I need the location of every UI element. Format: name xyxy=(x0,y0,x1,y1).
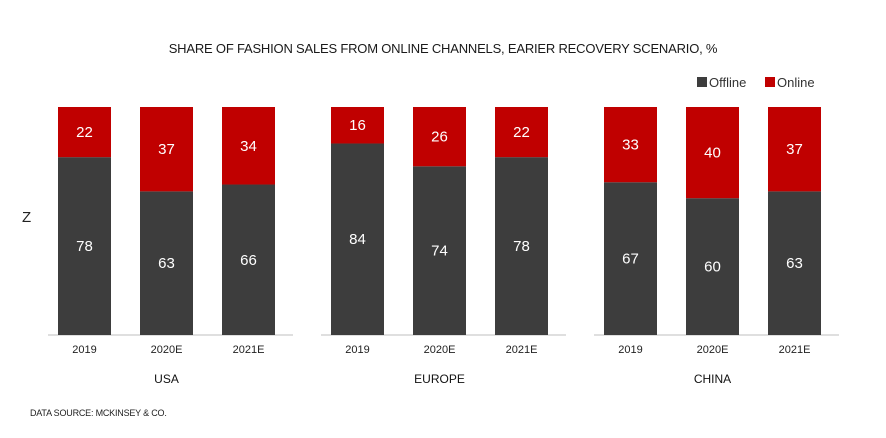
bar-europe-2020e-online xyxy=(413,107,466,167)
data-label-usa-2020e-online: 37 xyxy=(158,141,175,158)
bar-china-2019-online xyxy=(604,107,657,183)
bar-china-2021e-offline xyxy=(768,191,821,335)
tick-label-usa-2020e: 2020E xyxy=(151,344,183,356)
group-label-usa: USA xyxy=(154,372,179,386)
data-label-usa-2021e-offline: 66 xyxy=(240,252,257,269)
data-label-usa-2019-online: 22 xyxy=(76,124,93,141)
bar-usa-2020e-offline xyxy=(140,191,193,335)
side-label: Z xyxy=(22,209,31,226)
data-label-china-2021e-offline: 63 xyxy=(786,255,803,272)
data-label-usa-2020e-offline: 63 xyxy=(158,255,175,272)
legend-label-online: Online xyxy=(777,75,815,90)
tick-label-usa-2019: 2019 xyxy=(72,344,96,356)
bar-usa-2019-online xyxy=(58,107,111,158)
data-label-china-2020e-offline: 60 xyxy=(704,259,721,276)
data-label-europe-2020e-online: 26 xyxy=(431,129,448,146)
data-label-europe-2020e-offline: 74 xyxy=(431,243,448,260)
data-label-china-2020e-online: 40 xyxy=(704,145,721,162)
bar-europe-2021e-offline xyxy=(495,157,548,335)
data-label-china-2019-offline: 67 xyxy=(622,251,639,268)
data-label-china-2021e-online: 37 xyxy=(786,141,803,158)
plot-area: 78 22 2019 63 37 2020E 66 34 2021E USA 84 16 2019 74 2… xyxy=(48,107,839,386)
legend-swatch-online xyxy=(765,77,775,87)
group-label-europe: EUROPE xyxy=(414,372,465,386)
data-label-china-2019-online: 33 xyxy=(622,137,639,154)
tick-label-china-2020e: 2020E xyxy=(697,344,729,356)
data-label-europe-2021e-offline: 78 xyxy=(513,238,530,255)
data-label-europe-2019-offline: 84 xyxy=(349,231,366,248)
bar-europe-2019-offline xyxy=(331,143,384,335)
tick-label-europe-2021e: 2021E xyxy=(506,344,538,356)
tick-label-usa-2021e: 2021E xyxy=(233,344,265,356)
data-label-usa-2021e-online: 34 xyxy=(240,138,257,155)
chart-title: SHARE OF FASHION SALES FROM ONLINE CHANN… xyxy=(169,41,718,56)
bar-usa-2019-offline xyxy=(58,157,111,335)
data-label-europe-2021e-online: 22 xyxy=(513,124,530,141)
tick-label-china-2019: 2019 xyxy=(618,344,642,356)
bar-china-2021e-online xyxy=(768,107,821,192)
bar-china-2019-offline xyxy=(604,182,657,335)
bar-europe-2019-online xyxy=(331,107,384,144)
bar-usa-2021e-online xyxy=(222,107,275,185)
bar-europe-2020e-offline xyxy=(413,166,466,335)
bar-china-2020e-offline xyxy=(686,198,739,335)
bar-usa-2021e-offline xyxy=(222,184,275,335)
data-label-usa-2019-offline: 78 xyxy=(76,238,93,255)
tick-label-china-2021e: 2021E xyxy=(779,344,811,356)
bar-europe-2021e-online xyxy=(495,107,548,158)
bar-china-2020e-online xyxy=(686,107,739,199)
legend-swatch-offline xyxy=(697,77,707,87)
tick-label-europe-2020e: 2020E xyxy=(424,344,456,356)
data-label-europe-2019-online: 16 xyxy=(349,117,366,134)
data-source: DATA SOURCE: MCKINSEY & CO. xyxy=(30,408,167,418)
legend-label-offline: Offline xyxy=(709,75,746,90)
tick-label-europe-2019: 2019 xyxy=(345,344,369,356)
bar-usa-2020e-online xyxy=(140,107,193,192)
group-label-china: CHINA xyxy=(694,372,731,386)
